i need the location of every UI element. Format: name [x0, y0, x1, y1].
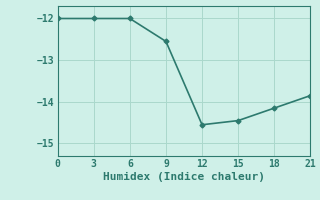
X-axis label: Humidex (Indice chaleur): Humidex (Indice chaleur)	[103, 172, 265, 182]
